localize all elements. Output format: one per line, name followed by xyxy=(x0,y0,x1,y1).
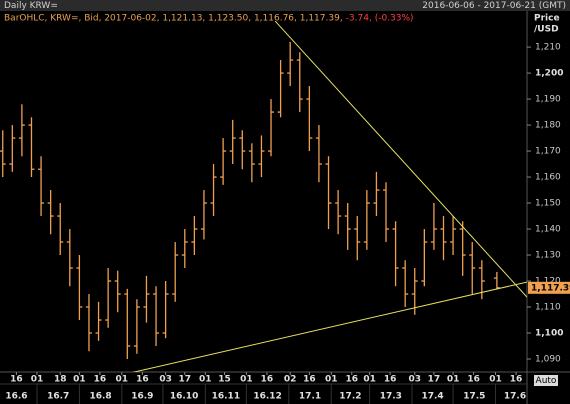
trendline xyxy=(274,20,527,298)
month-label: 16.7 xyxy=(47,392,69,402)
y-tick-label: 1,090 xyxy=(535,355,561,365)
x-tick-label: 01 xyxy=(199,375,212,385)
y-tick-label: 1,160 xyxy=(535,173,561,183)
y-tick-label: 1,210 xyxy=(535,43,561,53)
x-tick-label: 03 xyxy=(408,375,421,385)
x-tick-label: 01 xyxy=(363,375,376,385)
x-tick-label: 16 xyxy=(467,375,480,385)
axis-title: Price xyxy=(534,14,560,24)
y-tick-label: 1,120 xyxy=(535,277,561,287)
y-tick-label: 1,130 xyxy=(535,251,561,261)
month-label: 16.9 xyxy=(131,392,153,402)
y-tick-label: 1,110 xyxy=(535,303,561,313)
axis-unit: /USD xyxy=(534,25,559,35)
x-tick-label: 01 xyxy=(325,375,338,385)
date-range: 2016-06-06 - 2017-06-21 (GMT) xyxy=(422,1,566,11)
last-price-box xyxy=(528,281,570,294)
month-label: 16.11 xyxy=(212,392,240,402)
y-tick-label: 1,140 xyxy=(535,225,561,235)
x-tick-label: 16 xyxy=(10,375,23,385)
x-tick-label: 15 xyxy=(218,375,231,385)
month-label: 16.12 xyxy=(253,392,281,402)
month-label: 17.4 xyxy=(421,392,443,402)
legend-text: BarOHLC, KRW=, Bid, 2017-06-02, 1,121.13… xyxy=(4,14,343,24)
x-tick-label: 01 xyxy=(489,375,502,385)
x-tick-label: 01 xyxy=(31,375,44,385)
window-title: Daily KRW= xyxy=(4,1,58,11)
month-label: 17.2 xyxy=(339,392,361,402)
x-tick-label: 17 xyxy=(179,375,192,385)
x-tick-label: 17 xyxy=(428,375,441,385)
auto-button-label[interactable]: Auto xyxy=(536,376,557,386)
legend-change: -3.74, (-0.33%) xyxy=(346,14,414,24)
month-label: 16.10 xyxy=(170,392,198,402)
month-label: 17.6 xyxy=(504,392,526,402)
legend: BarOHLC, KRW=, Bid, 2017-06-02, 1,121.13… xyxy=(4,14,414,24)
x-tick-label: 16 xyxy=(303,375,316,385)
y-tick-label: 1,100 xyxy=(535,329,563,339)
y-tick-label: 1,200 xyxy=(535,69,563,79)
y-tick-label: 1,150 xyxy=(535,199,561,209)
y-tick-label: 1,190 xyxy=(535,95,561,105)
x-tick-label: 03 xyxy=(159,375,172,385)
last-price-label: 1,117.39 xyxy=(531,283,570,293)
plot-area xyxy=(0,20,527,372)
x-tick-label: 01 xyxy=(116,375,129,385)
month-label: 17.3 xyxy=(380,392,402,402)
month-label: 16.8 xyxy=(89,392,111,402)
x-tick-label: 01 xyxy=(73,375,86,385)
x-tick-label: 16 xyxy=(510,375,523,385)
x-tick-label: 16 xyxy=(346,375,359,385)
trendline xyxy=(132,281,527,372)
x-tick-label: 18 xyxy=(54,375,67,385)
month-label: 16.6 xyxy=(5,392,27,402)
x-tick-label: 02 xyxy=(284,375,297,385)
x-tick-label: 01 xyxy=(447,375,460,385)
x-tick-label: 16 xyxy=(136,375,149,385)
x-tick-label: 16 xyxy=(384,375,397,385)
top-bar xyxy=(0,0,570,11)
auto-button[interactable] xyxy=(534,375,558,386)
y-tick-label: 1,170 xyxy=(535,147,561,157)
x-tick-label: 16 xyxy=(261,375,274,385)
month-label: 17.1 xyxy=(299,392,321,402)
month-label: 17.5 xyxy=(463,392,485,402)
x-tick-label: 01 xyxy=(240,375,253,385)
x-tick-label: 16 xyxy=(94,375,107,385)
y-tick-label: 1,180 xyxy=(535,121,561,131)
